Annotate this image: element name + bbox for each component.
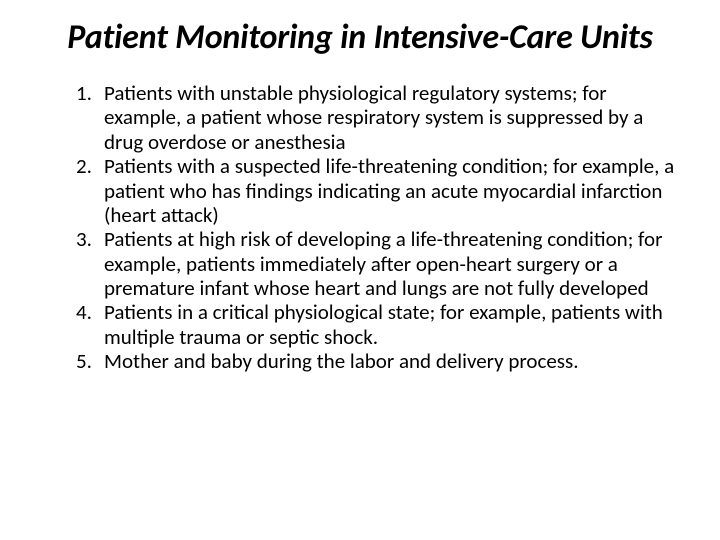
slide-container: Patient Monitoring in Intensive-Care Uni…	[0, 0, 720, 540]
list-item: Mother and baby during the labor and del…	[76, 349, 680, 373]
slide-title: Patient Monitoring in Intensive-Care Uni…	[40, 18, 680, 57]
list-item: Patients at high risk of developing a li…	[76, 227, 680, 300]
numbered-list: Patients with unstable physiological reg…	[40, 81, 680, 373]
list-item: Patients with unstable physiological reg…	[76, 81, 680, 154]
list-item: Patients with a suspected life-threateni…	[76, 154, 680, 227]
list-item: Patients in a critical physiological sta…	[76, 300, 680, 349]
